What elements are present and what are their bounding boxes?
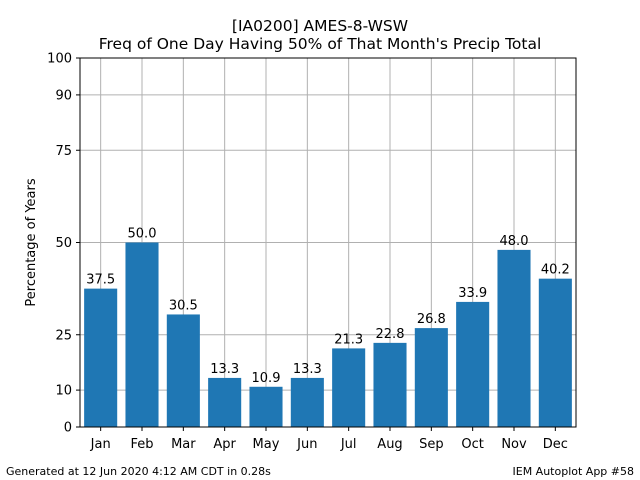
axes: 0 10 25 50 75 90 100 Jan Feb Mar Apr May Jun Jul Aug Se… [24,52,577,452]
x-tick-label: Sep [419,437,444,452]
bar-nov [497,249,531,427]
x-tick-label: Nov [501,437,527,452]
data-label: 50.0 [128,227,157,242]
y-tick-label: 10 [55,384,72,399]
chart-subtitle: Freq of One Day Having 50% of That Month… [98,35,542,53]
data-labels: 37.5 50.0 30.5 13.3 10.9 13.3 21.3 22.8 26.8 33.9… [86,227,570,386]
bar-apr [208,377,242,427]
x-tick-label: Jun [296,437,317,452]
bar-jul [332,348,366,427]
y-axis-label: Percentage of Years [24,178,39,306]
data-label: 33.9 [458,286,487,301]
data-label: 22.8 [376,327,405,342]
x-tick-label: Jan [90,437,111,452]
bars [84,242,572,427]
bar-dec [538,278,572,427]
x-tick-label: Feb [130,437,153,452]
bar-jan [84,288,118,427]
x-tick-label: Dec [543,437,568,452]
data-label: 37.5 [86,273,115,288]
plot-frame [79,57,577,428]
data-label: 40.2 [541,263,570,278]
data-label: 30.5 [169,298,198,313]
data-label: 13.3 [210,362,239,377]
bar-may [249,386,283,427]
y-tick-label: 100 [47,52,72,67]
data-label: 48.0 [500,234,529,249]
bar-aug [373,342,407,427]
x-tick-label: Aug [377,437,402,452]
x-tick-label: May [253,437,280,452]
app-credit: IEM Autoplot App #58 [512,465,635,478]
x-tick-label: Oct [461,437,483,452]
bar-feb [125,242,159,427]
chart-title: [IA0200] AMES-8-WSW [231,17,409,35]
bar-mar [166,314,200,427]
bar-sep [414,328,448,427]
bar-oct [456,301,490,427]
x-tick-label: Jul [340,437,357,452]
y-tick-label: 25 [55,328,72,343]
y-tick-label: 50 [55,236,72,251]
data-label: 13.3 [293,362,322,377]
data-label: 10.9 [252,371,281,386]
x-tick-label: Mar [171,437,196,452]
generated-timestamp: Generated at 12 Jun 2020 4:12 AM CDT in … [6,465,271,478]
y-tick-label: 0 [64,421,72,436]
data-label: 21.3 [334,332,363,347]
y-tick-label: 90 [55,88,72,103]
bar-jun [290,377,324,427]
x-tick-label: Apr [213,437,236,452]
y-tick-label: 75 [55,144,72,159]
data-label: 26.8 [417,312,446,327]
